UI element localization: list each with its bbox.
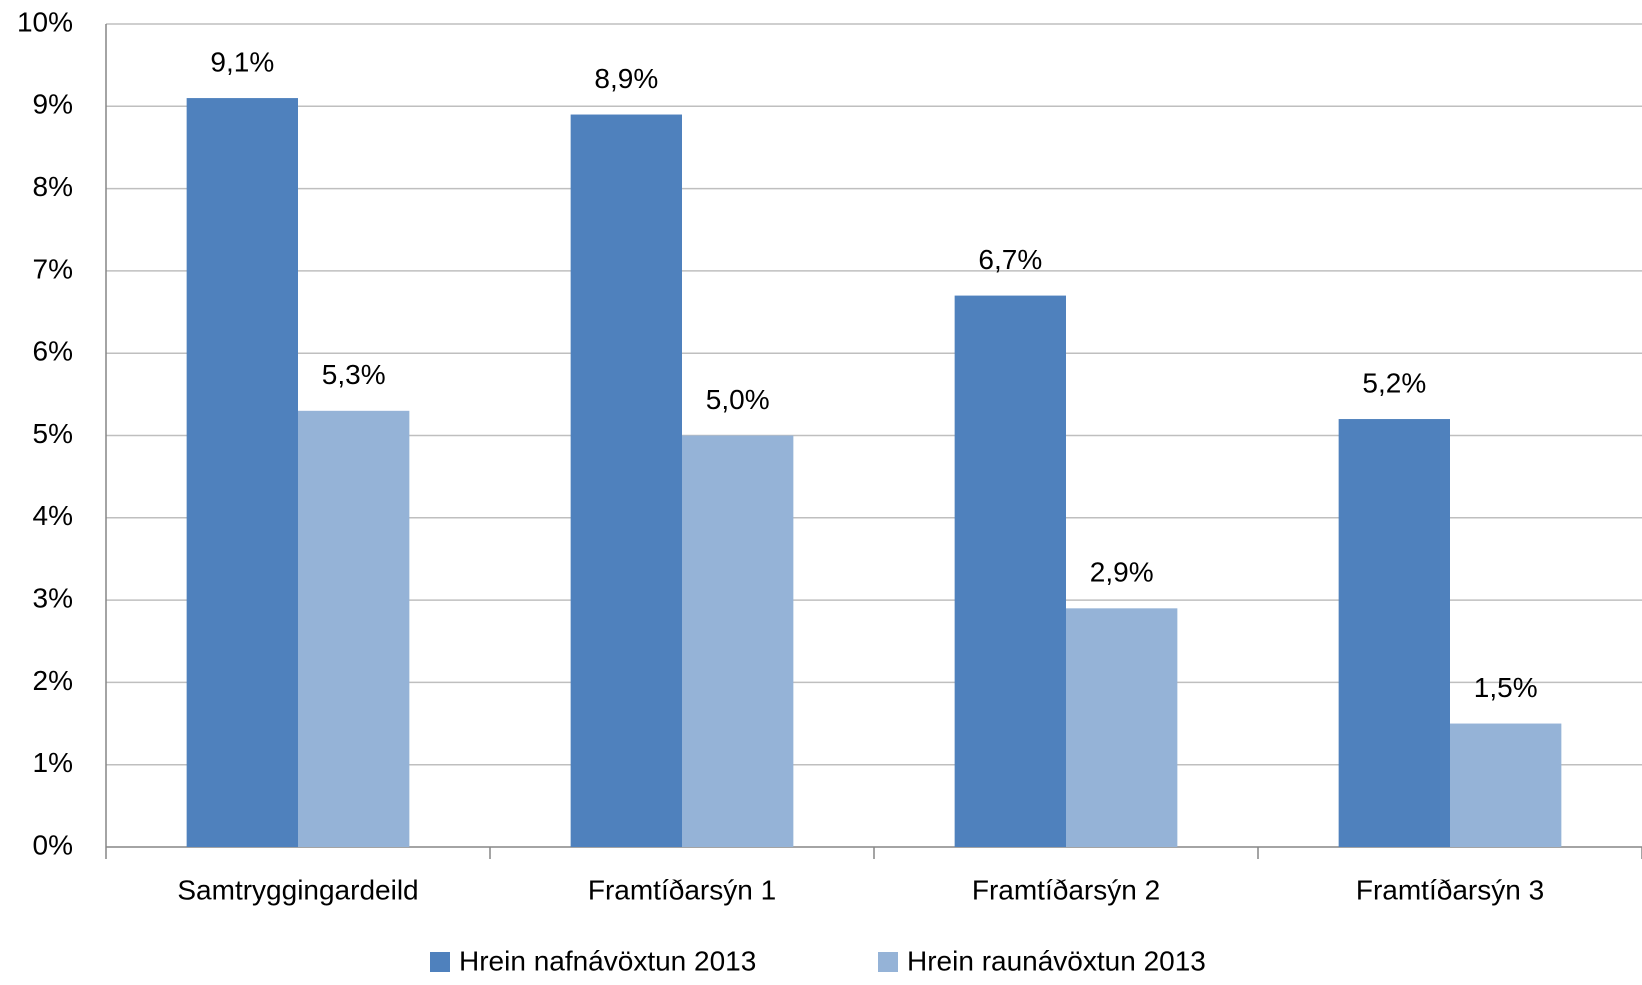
y-tick-label: 6% [33, 336, 73, 367]
bar [1338, 419, 1450, 847]
y-tick-label: 8% [33, 171, 73, 202]
legend-swatch [878, 952, 898, 972]
data-label: 9,1% [210, 46, 274, 77]
bar [570, 114, 682, 847]
data-label: 6,7% [978, 244, 1042, 275]
y-tick-label: 9% [33, 89, 73, 120]
bar [1450, 723, 1562, 847]
legend-label: Hrein nafnávöxtun 2013 [459, 945, 756, 976]
data-label: 1,5% [1474, 672, 1538, 703]
y-tick-label: 10% [17, 6, 73, 37]
x-tick-label: Framtíðarsýn 3 [1356, 874, 1544, 905]
x-tick-label: Framtíðarsýn 2 [972, 874, 1160, 905]
data-label: 2,9% [1090, 557, 1154, 588]
y-tick-label: 1% [33, 747, 73, 778]
y-tick-label: 5% [33, 418, 73, 449]
data-label: 5,3% [322, 359, 386, 390]
data-label: 5,2% [1362, 367, 1426, 398]
data-label: 8,9% [594, 63, 658, 94]
legend-label: Hrein raunávöxtun 2013 [907, 945, 1206, 976]
bar [954, 295, 1066, 848]
y-tick-label: 7% [33, 253, 73, 284]
y-tick-label: 4% [33, 500, 73, 531]
data-label: 5,0% [706, 384, 770, 415]
y-tick-label: 0% [33, 829, 73, 860]
bar [682, 435, 794, 847]
x-tick-label: Framtíðarsýn 1 [588, 874, 776, 905]
bar [298, 410, 410, 847]
y-tick-label: 2% [33, 665, 73, 696]
bar [186, 98, 298, 847]
x-tick-label: Samtryggingardeild [177, 874, 418, 905]
y-tick-label: 3% [33, 582, 73, 613]
bar [1066, 608, 1178, 847]
legend-swatch [430, 952, 450, 972]
